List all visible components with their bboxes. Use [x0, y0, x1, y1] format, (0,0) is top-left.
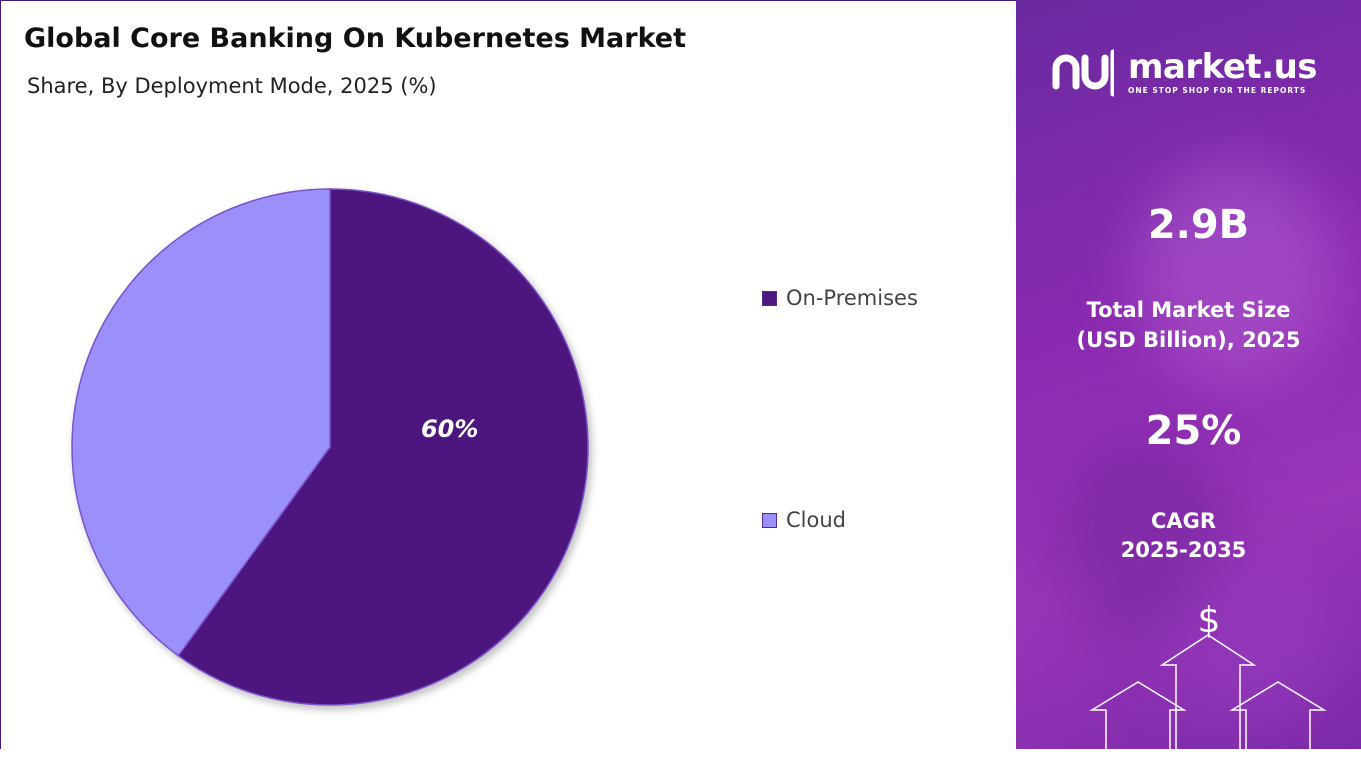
- market-size-label-line2: (USD Billion), 2025: [1076, 328, 1301, 352]
- pie-slice-on-premises: [177, 188, 589, 706]
- pie-chart: 60%: [71, 188, 589, 706]
- stats-panel: market.us ONE STOP SHOP FOR THE REPORTS …: [1016, 0, 1361, 749]
- legend-label-cloud: Cloud: [786, 508, 846, 532]
- chart-title: Global Core Banking On Kubernetes Market: [24, 23, 687, 54]
- market-size-label-line1: Total Market Size: [1086, 298, 1291, 322]
- legend-item-on-premises: On-Premises: [762, 286, 918, 310]
- dollar-symbol: $: [1198, 600, 1221, 641]
- bottom-strip: [0, 749, 1361, 769]
- brand-logo: market.us ONE STOP SHOP FOR THE REPORTS: [1052, 46, 1318, 98]
- pie-slice-cloud: [71, 188, 331, 657]
- market-us-logo-icon: [1052, 49, 1114, 97]
- brand-name: market.us: [1128, 46, 1318, 87]
- growth-arrows-icon: $: [1089, 600, 1327, 749]
- brand-tagline: ONE STOP SHOP FOR THE REPORTS: [1128, 85, 1307, 95]
- pie-data-label-on-premises: 60%: [421, 415, 478, 443]
- legend-swatch-on-premises: [762, 290, 777, 306]
- chart-subtitle: Share, By Deployment Mode, 2025 (%): [27, 74, 437, 98]
- legend-item-cloud: Cloud: [762, 508, 846, 532]
- cagr-label-line2: 2025-2035: [1120, 538, 1247, 562]
- market-size-value: 2.9B: [1147, 202, 1250, 248]
- cagr-value: 25%: [1145, 408, 1242, 454]
- chart-panel: Global Core Banking On Kubernetes Market…: [1, 1, 1015, 749]
- cagr-label-line1: CAGR: [1150, 509, 1217, 533]
- legend-label-on-premises: On-Premises: [786, 286, 918, 310]
- legend-swatch-cloud: [762, 512, 777, 528]
